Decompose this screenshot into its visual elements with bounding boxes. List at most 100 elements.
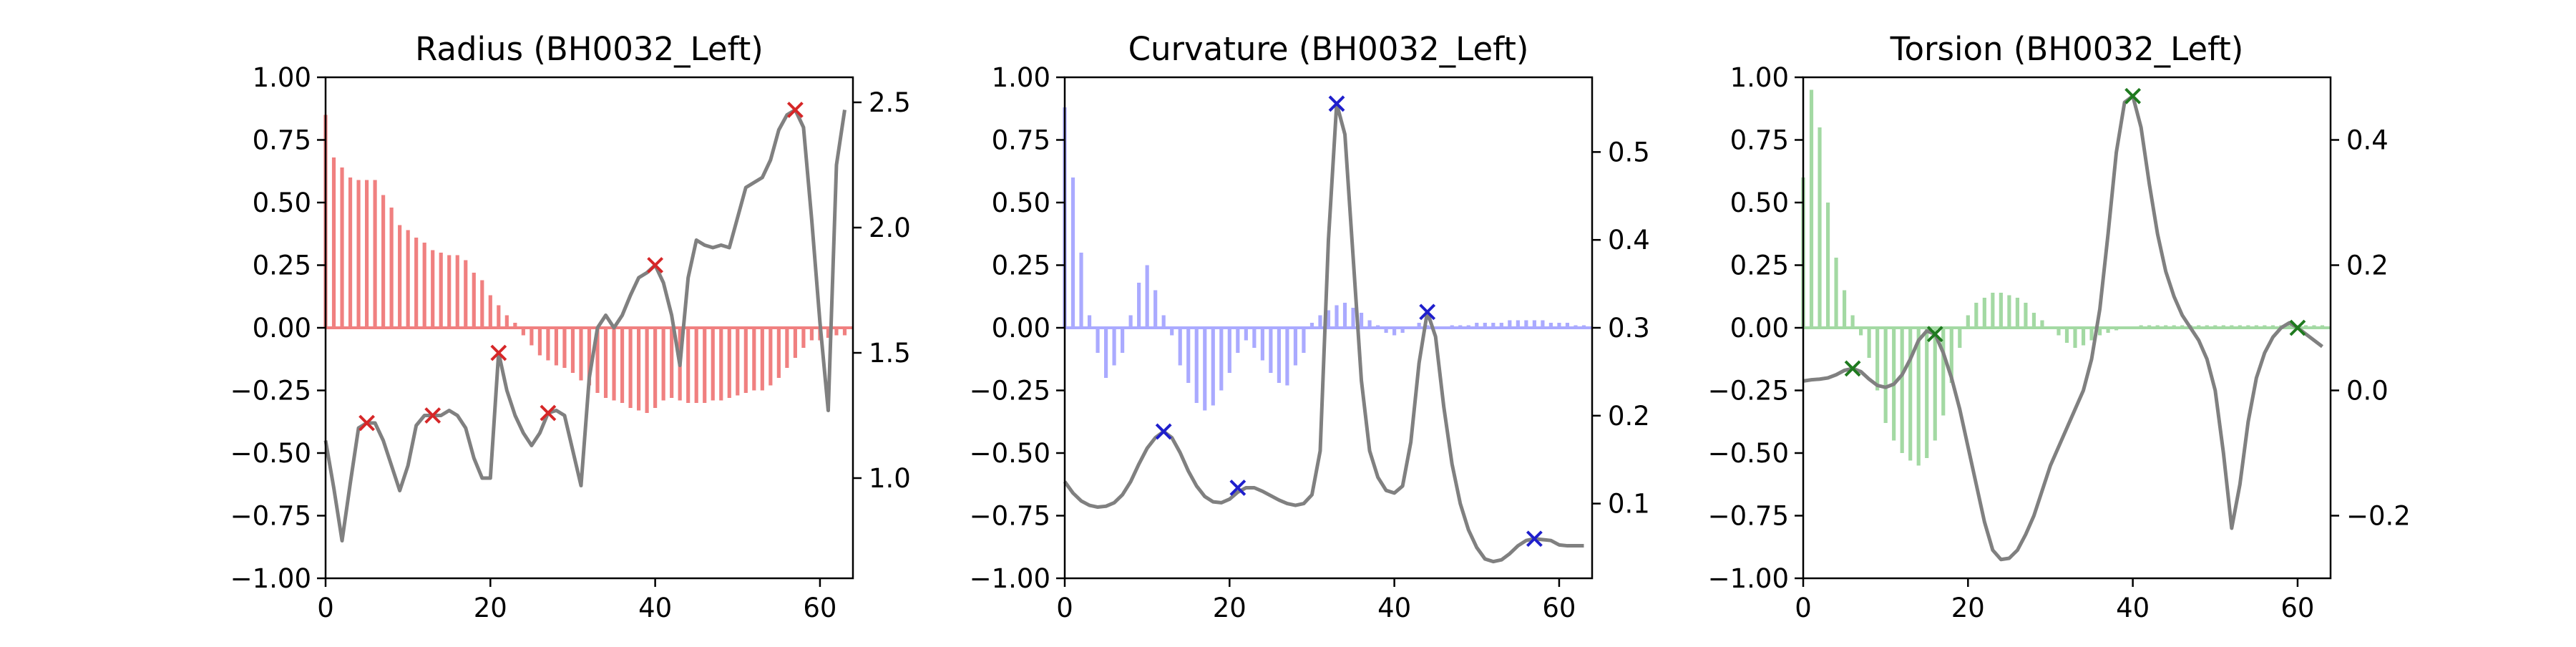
bar (1809, 89, 1814, 328)
bar (1825, 203, 1830, 328)
bar (2106, 328, 2110, 333)
bar (554, 328, 559, 366)
chart-panel-3: Torsion (BH0032_Left) −1.00 −0.75 −0.50 −0.2… (1708, 30, 2411, 623)
x-tick-label: 20 (1951, 593, 1985, 623)
bar (1541, 320, 1545, 328)
bar (1900, 328, 1904, 453)
bar (1859, 328, 1863, 336)
y2-tick-label: 2.0 (869, 213, 911, 243)
bar (455, 255, 459, 328)
y-tick-label: −0.50 (230, 438, 311, 469)
bar (2097, 328, 2102, 336)
bar (1958, 328, 1962, 348)
bar (2089, 328, 2094, 341)
bar (1194, 328, 1199, 403)
bar (1384, 328, 1388, 333)
bar (2015, 298, 2019, 328)
peak-marker (490, 344, 507, 361)
bar (1516, 320, 1520, 328)
bar (1483, 323, 1487, 328)
bar (1211, 328, 1215, 406)
bar (1342, 303, 1347, 328)
x-tick-label: 40 (1377, 593, 1411, 623)
y-tick-label: 0.00 (992, 313, 1050, 344)
bar (736, 328, 740, 396)
bar (1818, 127, 1822, 328)
bar (2024, 303, 2028, 328)
bar (431, 250, 435, 328)
y-tick-label: −1.00 (230, 563, 311, 594)
bar (670, 328, 674, 398)
bar (2073, 328, 2077, 348)
bar (331, 157, 336, 328)
bar (2007, 295, 2011, 328)
bar (406, 230, 410, 328)
y2-tick-label: −0.2 (2346, 501, 2411, 532)
bar (1908, 328, 1913, 461)
bar (480, 280, 484, 328)
y-tick-label: 0.25 (992, 250, 1050, 281)
bar (1170, 328, 1174, 336)
peak-marker (1155, 423, 1172, 440)
bar (1548, 323, 1553, 328)
bar (1475, 323, 1479, 328)
y-tick-label: −0.75 (230, 501, 311, 532)
y-tick-label: −0.25 (230, 376, 311, 407)
bar (373, 180, 377, 328)
bar (686, 328, 691, 403)
bar (472, 273, 476, 328)
bar (447, 255, 452, 328)
y2-tick-label: 0.2 (2346, 250, 2389, 281)
bar (1834, 258, 1838, 328)
y-tick-label: 0.00 (253, 313, 311, 344)
bar (1236, 328, 1240, 353)
bar (1949, 328, 1953, 383)
bar (389, 208, 394, 328)
y-tick-label: 1.00 (1730, 62, 1789, 93)
bar (703, 328, 707, 403)
x-tick-label: 20 (474, 593, 507, 623)
y-tick-label: 0.00 (1730, 313, 1789, 344)
bar (637, 328, 641, 411)
bar (1260, 328, 1264, 361)
y-tick-label: −0.50 (970, 438, 1050, 469)
bar (620, 328, 625, 403)
bar (760, 328, 764, 391)
y2-tick-label: 0.5 (1608, 137, 1650, 167)
bar (1128, 315, 1133, 328)
peak-marker (358, 414, 375, 432)
y2-tick-label: 0.0 (2346, 376, 2389, 407)
bar (2081, 328, 2086, 346)
bar (1285, 328, 1289, 386)
bar (1966, 315, 1970, 328)
bar (752, 328, 756, 391)
bar (1079, 253, 1083, 328)
bar (1326, 310, 1331, 328)
bar (2064, 328, 2069, 343)
bar (579, 328, 583, 381)
bar (743, 328, 748, 393)
y-tick-label: −0.75 (1708, 501, 1789, 532)
x-tick-label: 60 (2280, 593, 2314, 623)
bar (1244, 328, 1248, 341)
bar (1524, 320, 1528, 328)
bar (694, 328, 698, 403)
x-tick-label: 0 (317, 593, 334, 623)
peak-marker (647, 257, 664, 273)
bar (1933, 328, 1937, 441)
bar (1842, 290, 1847, 328)
bar (1309, 323, 1314, 328)
bar (439, 253, 443, 328)
bar (1302, 328, 1306, 353)
bar (570, 328, 575, 373)
y-tick-label: −0.50 (1708, 438, 1789, 469)
bar (1867, 328, 1871, 358)
bar (1318, 315, 1322, 328)
bar (1070, 177, 1075, 328)
bar (1186, 328, 1191, 383)
bar (513, 323, 517, 328)
bar (1277, 328, 1281, 383)
peak-marker (786, 102, 804, 118)
series-line (1063, 102, 1584, 564)
bar (562, 328, 567, 368)
